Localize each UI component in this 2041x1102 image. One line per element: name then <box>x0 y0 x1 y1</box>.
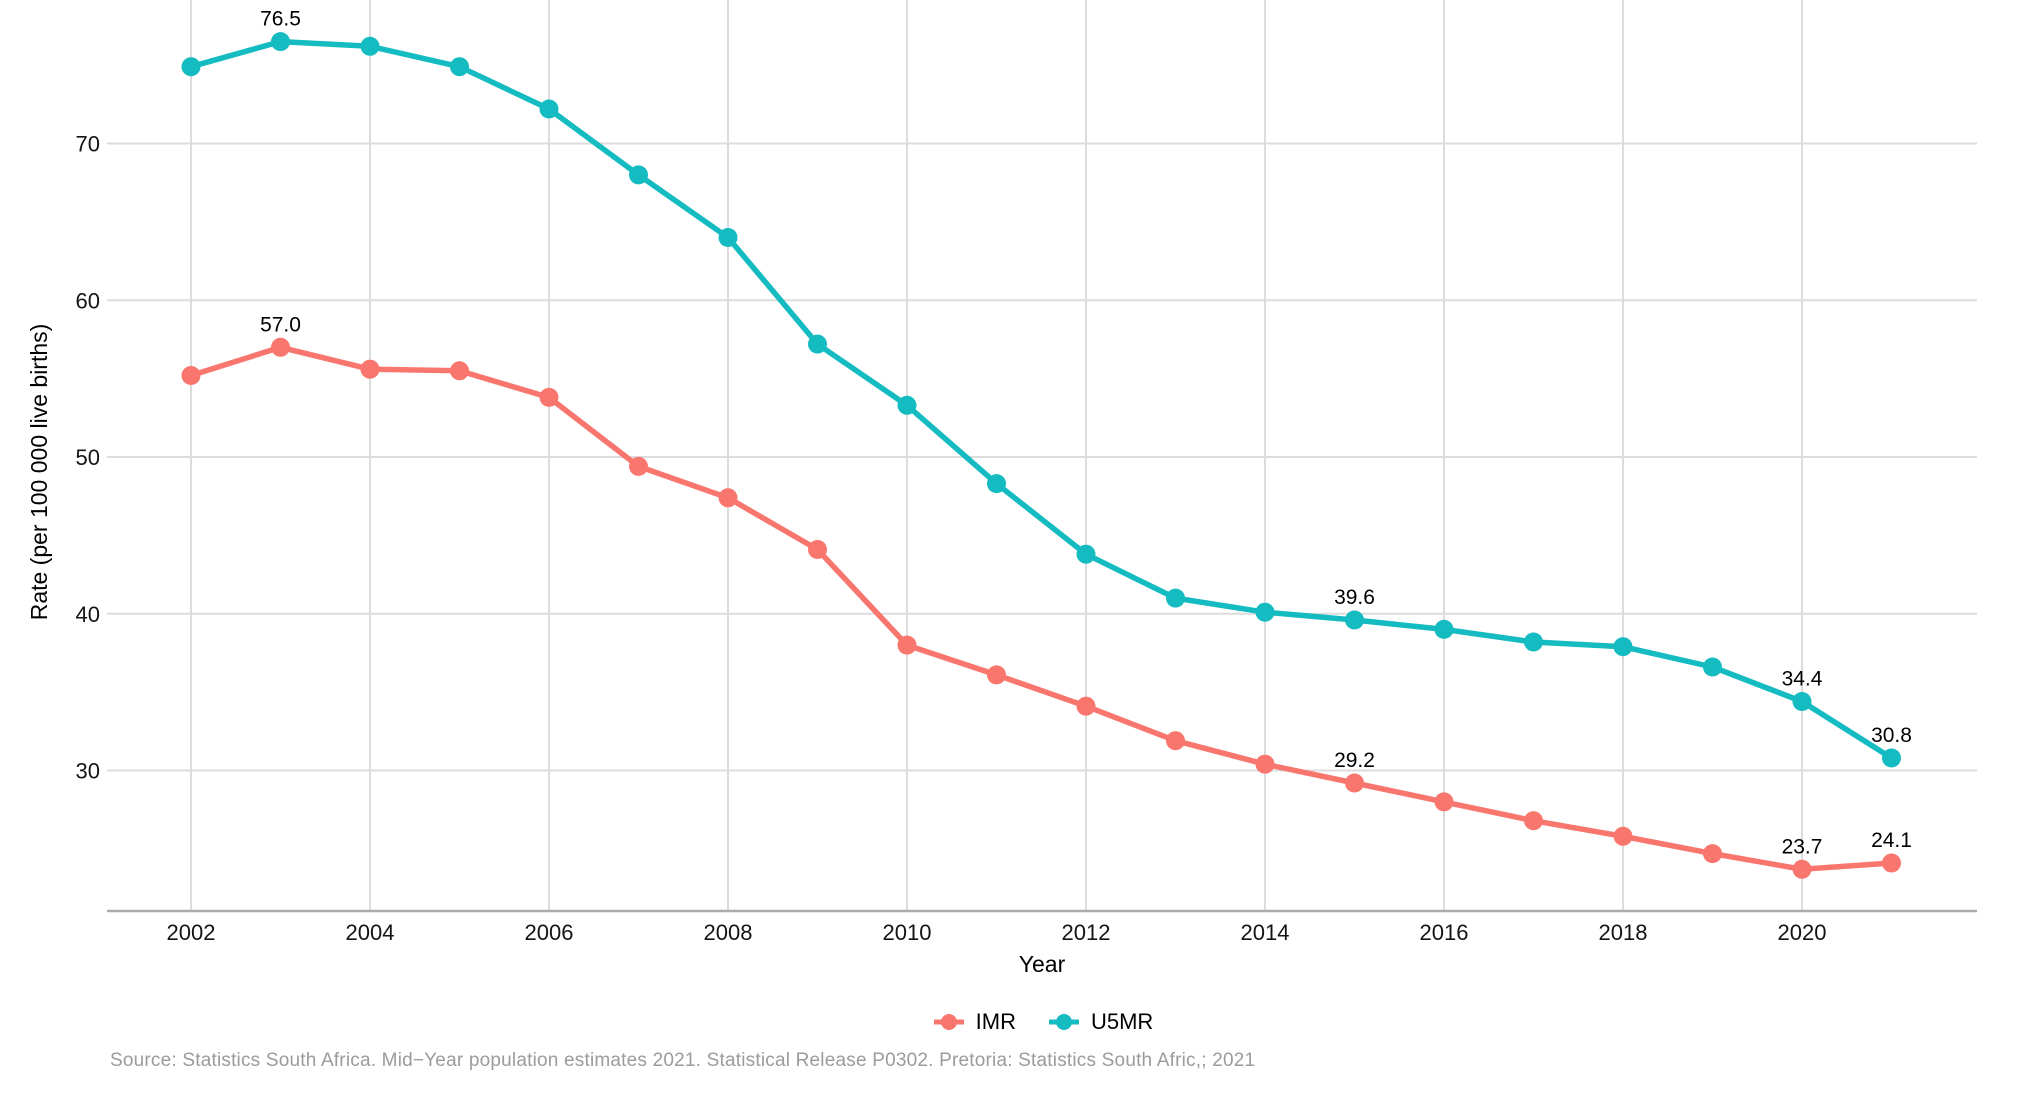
imr-point-2018 <box>1613 826 1633 846</box>
u5mr-point-2009 <box>808 334 827 354</box>
imr-point-2007 <box>629 456 648 476</box>
imr-point-2010 <box>897 635 917 655</box>
legend-label-u5mr: U5MR <box>1090 1009 1154 1034</box>
chart-legend: IMR U5MR <box>107 1004 1977 1040</box>
u5mr-data-label-2003: 76.5 <box>260 8 301 31</box>
u5mr-legend-marker <box>1048 1014 1079 1030</box>
u5mr-legend-dot <box>1055 1014 1072 1030</box>
u5mr-point-2011 <box>987 474 1006 494</box>
u5mr-point-2017 <box>1524 632 1543 652</box>
y-tick-label-60: 60 <box>76 288 100 313</box>
x-tick-label-2010: 2010 <box>883 920 932 945</box>
x-axis-title: Year <box>1019 951 1066 977</box>
u5mr-point-2016 <box>1434 619 1454 639</box>
imr-point-2014 <box>1255 754 1275 774</box>
imr-point-2020 <box>1792 859 1812 879</box>
imr-data-label-2015: 29.2 <box>1334 749 1375 772</box>
imr-point-2008 <box>718 488 738 508</box>
x-tick-label-2002: 2002 <box>167 920 216 945</box>
imr-point-2004 <box>360 359 380 379</box>
u5mr-data-label-2021: 30.8 <box>1871 724 1912 747</box>
x-tick-label-2004: 2004 <box>346 920 395 945</box>
x-tick-label-2006: 2006 <box>525 920 574 945</box>
line-chart: 57.0 29.2 23.7 24.1 76.5 39.6 34.4 30.8 2002 2004… <box>26 0 1977 977</box>
y-tick-label-70: 70 <box>76 132 100 157</box>
u5mr-point-2010 <box>897 395 917 415</box>
imr-point-2012 <box>1076 696 1096 716</box>
u5mr-point-2007 <box>629 165 648 185</box>
u5mr-point-2012 <box>1076 544 1096 564</box>
imr-point-2006 <box>539 387 559 407</box>
x-tick-label-2014: 2014 <box>1241 920 1290 945</box>
imr-point-2005 <box>450 361 469 381</box>
imr-point-2019 <box>1703 844 1722 864</box>
u5mr-point-2013 <box>1166 588 1185 608</box>
imr-legend-dot <box>940 1014 957 1030</box>
u5mr-point-2015 <box>1345 610 1364 630</box>
y-tick-label-40: 40 <box>76 602 100 627</box>
y-tick-label-50: 50 <box>76 445 100 470</box>
imr-point-2016 <box>1434 792 1454 812</box>
u5mr-point-2020 <box>1792 692 1812 711</box>
y-tick-label-30: 30 <box>76 759 100 784</box>
x-tick-label-2012: 2012 <box>1062 920 1111 945</box>
x-tick-label-2016: 2016 <box>1420 920 1469 945</box>
imr-data-label-2003: 57.0 <box>260 313 301 336</box>
u5mr-point-2021 <box>1882 748 1901 768</box>
u5mr-line <box>188 38 1895 761</box>
u5mr-point-2006 <box>539 99 559 119</box>
imr-point-2011 <box>987 665 1006 685</box>
u5mr-point-2019 <box>1703 657 1722 677</box>
u5mr-point-2005 <box>450 57 469 77</box>
imr-point-2013 <box>1166 731 1185 751</box>
x-tick-label-2008: 2008 <box>704 920 753 945</box>
imr-line <box>188 344 1895 873</box>
u5mr-point-2004 <box>360 36 380 56</box>
legend-label-imr: IMR <box>975 1009 1016 1034</box>
imr-point-2009 <box>808 540 827 559</box>
u5mr-data-label-2015: 39.6 <box>1334 586 1375 609</box>
u5mr-point-2008 <box>718 228 738 247</box>
u5mr-point-2002 <box>181 57 201 77</box>
x-tick-label-2018: 2018 <box>1599 920 1648 945</box>
imr-point-2021 <box>1882 853 1901 873</box>
imr-point-2003 <box>271 337 290 357</box>
u5mr-point-2018 <box>1613 637 1633 657</box>
imr-data-label-2021: 24.1 <box>1871 829 1912 852</box>
u5mr-point-2003 <box>271 32 290 52</box>
imr-point-2002 <box>181 366 201 385</box>
legend-item-u5mr: U5MR <box>1046 1009 1153 1035</box>
source-note: Source: Statistics South Africa. Mid−Yea… <box>110 1050 1256 1071</box>
x-tick-label-2020: 2020 <box>1778 920 1827 945</box>
plot-generated-content: 57.0 29.2 23.7 24.1 76.5 39.6 34.4 30.8 2002 2004… <box>76 0 1977 945</box>
legend-item-imr: IMR <box>931 1009 1016 1035</box>
imr-data-label-2020: 23.7 <box>1782 835 1823 858</box>
u5mr-data-label-2020: 34.4 <box>1782 668 1823 691</box>
imr-point-2015 <box>1345 773 1364 793</box>
imr-point-2017 <box>1524 811 1543 831</box>
imr-legend-marker <box>933 1014 964 1030</box>
u5mr-point-2014 <box>1255 602 1275 622</box>
y-axis-title: Rate (per 100 000 live births) <box>26 324 52 621</box>
